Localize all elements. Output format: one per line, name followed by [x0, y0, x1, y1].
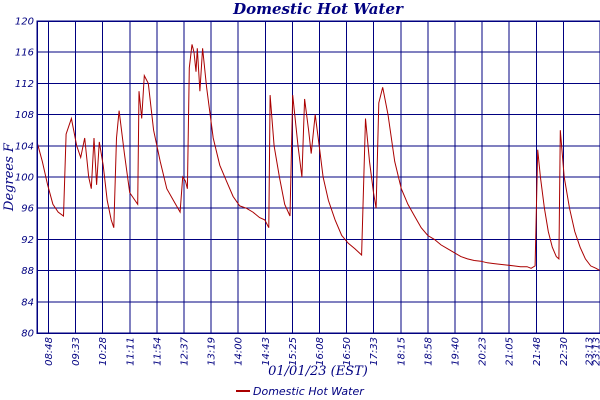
- y-tick-label: 84: [21, 297, 34, 308]
- x-tick-label: 16:50: [342, 337, 353, 366]
- y-tick-label: 108: [15, 110, 34, 121]
- x-tick-label: 17:33: [369, 337, 380, 366]
- y-tick-label: 92: [21, 235, 34, 246]
- x-axis-ticks: 08:48 09:33 10:28 11:11 11:54 12:37 13:19 14:00…: [44, 336, 600, 365]
- x-tick-label: 22:30: [559, 337, 570, 366]
- x-tick-label: 16:08: [315, 337, 326, 366]
- x-tick-label: 14:43: [261, 337, 272, 366]
- x-axis-label: 01/01/23 (EST): [268, 364, 368, 379]
- grid-lines: [37, 20, 600, 334]
- x-tick-label: 13:19: [207, 337, 218, 366]
- y-axis-ticks: 80 84 88 92 96 100 104 108 112 116 120: [15, 17, 34, 340]
- x-tick-label: 18:58: [423, 337, 434, 366]
- x-tick-label: 11:11: [125, 337, 136, 366]
- x-tick-label: 20:23: [478, 337, 489, 366]
- x-tick-label: 18:15: [396, 337, 407, 366]
- x-tick-label: 21:05: [505, 337, 516, 366]
- chart-title: Domestic Hot Water: [232, 0, 404, 18]
- y-tick-label: 120: [15, 17, 34, 28]
- plot-frame: [36, 20, 600, 334]
- x-tick-label: 23:13: [592, 337, 600, 366]
- y-tick-label: 116: [15, 48, 34, 59]
- x-tick-label: 11:54: [152, 337, 163, 366]
- y-tick-label: 88: [21, 266, 34, 277]
- x-tick-label: 09:33: [71, 337, 82, 366]
- legend-label: Domestic Hot Water: [253, 385, 365, 398]
- series-line-domestic-hot-water: [36, 44, 600, 272]
- x-tick-label: 15:25: [288, 337, 299, 366]
- legend: Domestic Hot Water: [236, 385, 365, 398]
- x-tick-label: 14:00: [234, 337, 245, 366]
- y-tick-label: 112: [15, 79, 34, 90]
- y-axis-label: Degrees F: [2, 142, 17, 212]
- y-tick-label: 80: [21, 329, 34, 340]
- y-tick-label: 104: [15, 141, 34, 152]
- x-tick-label: 19:40: [451, 337, 462, 366]
- y-tick-label: 100: [15, 173, 34, 184]
- x-tick-label: 21:48: [532, 337, 543, 366]
- y-tick-label: 96: [21, 204, 34, 215]
- x-tick-label: 10:28: [98, 337, 109, 366]
- x-tick-label: 23:13: [585, 337, 596, 366]
- x-tick-label: 12:37: [180, 336, 191, 365]
- x-tick-label: 08:48: [44, 337, 55, 366]
